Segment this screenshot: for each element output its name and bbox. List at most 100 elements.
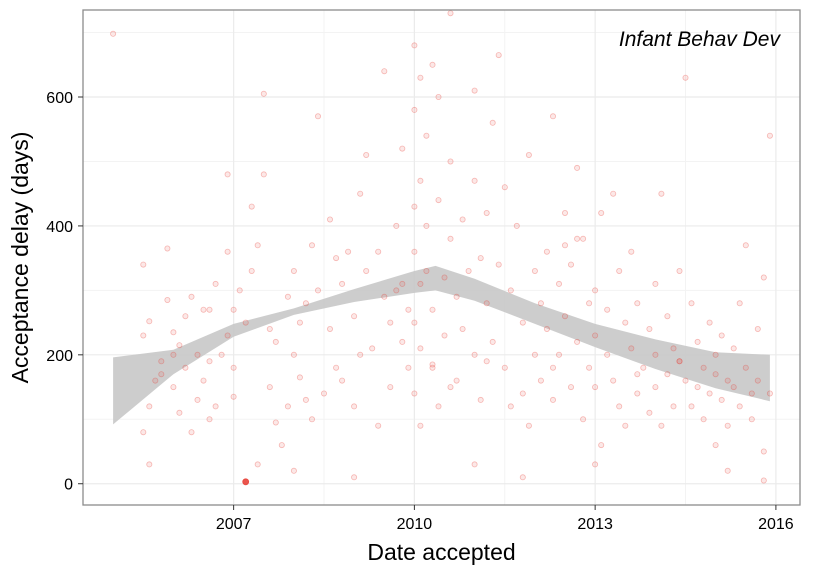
- data-point: [140, 261, 147, 268]
- data-point: [736, 300, 743, 307]
- data-point: [351, 474, 358, 481]
- data-point: [182, 364, 189, 371]
- data-point: [670, 403, 677, 410]
- data-point: [550, 113, 557, 120]
- data-point: [550, 396, 557, 403]
- data-point: [658, 190, 665, 197]
- data-point: [417, 345, 424, 352]
- data-point: [700, 416, 707, 423]
- data-point: [471, 87, 478, 94]
- data-point: [411, 319, 418, 326]
- data-point: [357, 351, 364, 358]
- x-tick-label: 2007: [216, 516, 252, 533]
- data-point: [471, 461, 478, 468]
- data-points: [110, 10, 773, 486]
- data-point: [224, 171, 231, 178]
- data-point: [164, 245, 171, 252]
- data-point: [586, 364, 593, 371]
- data-point: [212, 280, 219, 287]
- data-point: [676, 267, 683, 274]
- data-point: [543, 325, 550, 332]
- data-point: [706, 390, 713, 397]
- data-point: [471, 351, 478, 358]
- data-point: [399, 338, 406, 345]
- data-point: [224, 332, 231, 339]
- data-point: [507, 403, 514, 410]
- data-point: [495, 52, 502, 59]
- data-point: [411, 106, 418, 113]
- data-point: [724, 377, 731, 384]
- data-point: [200, 377, 207, 384]
- data-point: [652, 384, 659, 391]
- data-point: [230, 393, 237, 400]
- data-point: [760, 448, 767, 455]
- data-point: [694, 384, 701, 391]
- data-point: [592, 287, 599, 294]
- data-point: [146, 461, 153, 468]
- data-point: [598, 209, 605, 216]
- data-point: [730, 345, 737, 352]
- data-point: [429, 306, 436, 313]
- data-point: [604, 351, 611, 358]
- data-point: [760, 274, 767, 281]
- data-point: [652, 280, 659, 287]
- data-point: [302, 396, 309, 403]
- data-point: [519, 319, 526, 326]
- data-point: [146, 403, 153, 410]
- data-point: [152, 377, 159, 384]
- data-point: [290, 351, 297, 358]
- data-point: [706, 319, 713, 326]
- data-point: [375, 248, 382, 255]
- data-point: [188, 429, 195, 436]
- data-point: [477, 396, 484, 403]
- data-point: [628, 345, 635, 352]
- data-point: [423, 267, 430, 274]
- data-point: [435, 197, 442, 204]
- data-point: [682, 74, 689, 81]
- data-point: [465, 267, 472, 274]
- data-point: [634, 390, 641, 397]
- data-point: [176, 342, 183, 349]
- data-point: [501, 364, 508, 371]
- data-point: [646, 409, 653, 416]
- data-point: [483, 300, 490, 307]
- data-point: [272, 338, 279, 345]
- data-point: [260, 90, 267, 97]
- data-point: [483, 209, 490, 216]
- data-point: [712, 442, 719, 449]
- data-point: [284, 293, 291, 300]
- data-point: [170, 384, 177, 391]
- data-point: [664, 313, 671, 320]
- data-point: [290, 467, 297, 474]
- data-point: [236, 287, 243, 294]
- data-point: [326, 216, 333, 223]
- data-point: [507, 287, 514, 294]
- data-point: [194, 396, 201, 403]
- data-point: [260, 171, 267, 178]
- data-point: [296, 374, 303, 381]
- data-point: [206, 416, 213, 423]
- data-point: [646, 325, 653, 332]
- data-point: [399, 145, 406, 152]
- data-point: [694, 338, 701, 345]
- data-point: [248, 203, 255, 210]
- data-point: [477, 255, 484, 262]
- data-point: [164, 296, 171, 303]
- data-point: [718, 396, 725, 403]
- data-point: [110, 30, 117, 37]
- data-point: [616, 267, 623, 274]
- data-point: [513, 222, 520, 229]
- data-point: [754, 325, 761, 332]
- data-point: [266, 384, 273, 391]
- data-point: [242, 478, 250, 486]
- data-point: [435, 403, 442, 410]
- data-point: [441, 274, 448, 281]
- data-point: [556, 351, 563, 358]
- data-point: [176, 409, 183, 416]
- data-point: [688, 300, 695, 307]
- data-point: [537, 300, 544, 307]
- data-point: [393, 222, 400, 229]
- data-point: [622, 319, 629, 326]
- data-point: [405, 364, 412, 371]
